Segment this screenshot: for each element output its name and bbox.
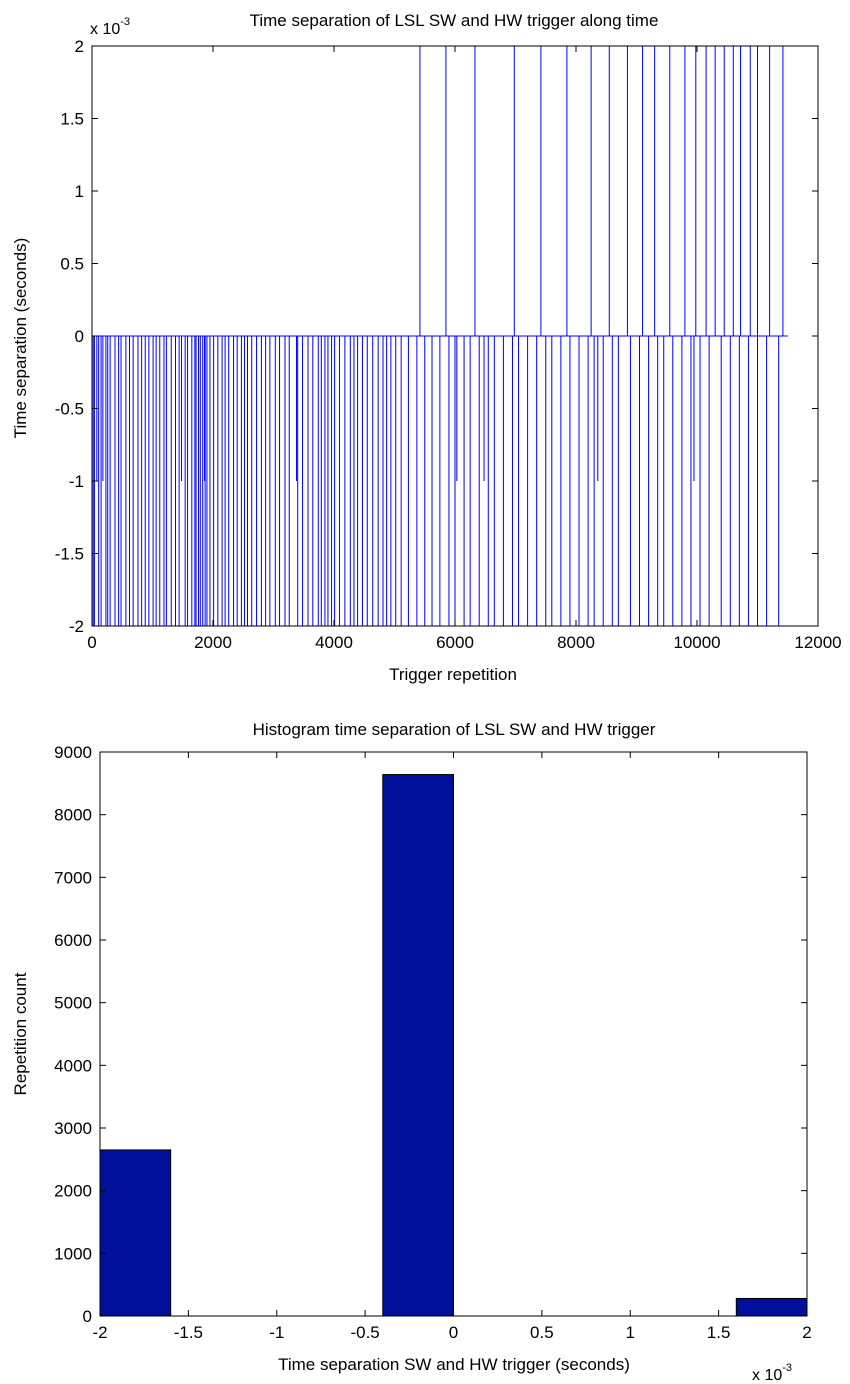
chart1-x-axis: 0 2000 4000 6000 8000 10000 12000 <box>87 46 842 652</box>
y-tick-label: -1 <box>69 472 84 491</box>
y-tick-label: 8000 <box>54 806 92 825</box>
time-series-chart: Time separation of LSL SW and HW trigger… <box>11 11 842 684</box>
chart1-x-axis-label: Trigger repetition <box>389 665 517 684</box>
x-tick-label: 12000 <box>794 633 841 652</box>
x-tick-label: -0.5 <box>350 1323 379 1342</box>
x-tick-label: 2000 <box>194 633 232 652</box>
y-tick-label: 1.5 <box>60 110 84 129</box>
x-tick-label: -2 <box>92 1323 107 1342</box>
x-tick-label: 10000 <box>673 633 720 652</box>
x-tick-label: 4000 <box>315 633 353 652</box>
y-tick-label: 9000 <box>54 743 92 762</box>
histogram-bar <box>735 1297 808 1317</box>
chart2-x-axis: -2 -1.5 -1 -0.5 0 0.5 1 1.5 2 <box>92 752 812 1342</box>
chart1-y-exponent-base: x 10 <box>90 21 120 38</box>
y-tick-label: -1.5 <box>55 545 84 564</box>
chart2-title: Histogram time separation of LSL SW and … <box>253 720 656 739</box>
y-tick-label: 4000 <box>54 1056 92 1075</box>
y-tick-label: 0 <box>83 1307 92 1326</box>
y-tick-label: 2000 <box>54 1182 92 1201</box>
chart2-x-exponent: x 10-3 <box>752 1362 792 1384</box>
y-tick-label: 0 <box>75 327 84 346</box>
chart1-y-exponent-power: -3 <box>120 16 130 28</box>
histogram-bar <box>382 774 454 1317</box>
x-tick-label: -1.5 <box>174 1323 203 1342</box>
chart2-y-axis-label: Repetition count <box>11 972 30 1095</box>
x-tick-label: 0.5 <box>530 1323 554 1342</box>
y-tick-label: 1000 <box>54 1244 92 1263</box>
chart1-title: Time separation of LSL SW and HW trigger… <box>250 11 659 30</box>
chart1-plot-lines <box>92 46 788 626</box>
y-tick-label: 0.5 <box>60 255 84 274</box>
y-tick-label: 5000 <box>54 994 92 1013</box>
x-tick-label: -1 <box>269 1323 284 1342</box>
y-tick-label: 2 <box>75 37 84 56</box>
y-tick-label: 7000 <box>54 868 92 887</box>
histogram-chart: Histogram time separation of LSL SW and … <box>11 720 812 1384</box>
y-tick-label: -2 <box>69 617 84 636</box>
x-tick-label: 8000 <box>557 633 595 652</box>
x-tick-label: 6000 <box>436 633 474 652</box>
y-tick-label: 3000 <box>54 1119 92 1138</box>
chart2-x-exponent-power: -3 <box>782 1362 792 1374</box>
y-tick-label: 1 <box>75 182 84 201</box>
histogram-bar <box>99 1149 172 1317</box>
chart2-x-exponent-base: x 10 <box>752 1367 782 1384</box>
x-tick-label: 0 <box>87 633 96 652</box>
chart1-y-exponent: x 10-3 <box>90 16 130 38</box>
y-tick-label: 6000 <box>54 931 92 950</box>
x-tick-label: 0 <box>449 1323 458 1342</box>
x-tick-label: 1 <box>626 1323 635 1342</box>
chart2-bars <box>99 774 808 1317</box>
chart2-y-axis: 0 1000 2000 3000 4000 5000 6000 7000 8000 9000 <box>54 743 807 1326</box>
chart2-x-axis-label: Time separation SW and HW trigger (secon… <box>278 1355 630 1374</box>
chart1-y-axis-label: Time separation (seconds) <box>11 238 30 439</box>
chart1-y-axis: 2 1.5 1 0.5 0 -0.5 -1 -1.5 -2 <box>55 37 818 636</box>
x-tick-label: 1.5 <box>707 1323 731 1342</box>
x-tick-label: 2 <box>802 1323 811 1342</box>
y-tick-label: -0.5 <box>55 400 84 419</box>
